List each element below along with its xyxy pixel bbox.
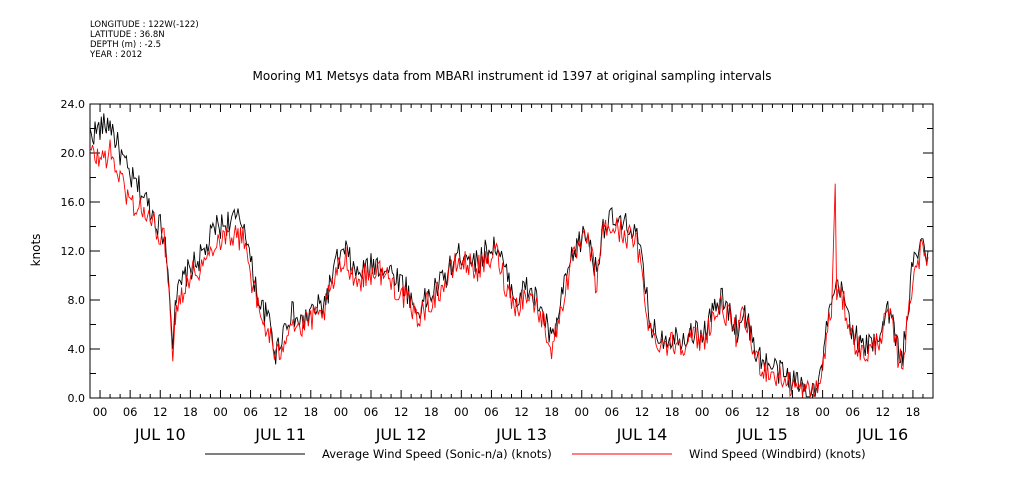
y-tick-label: 0.0 bbox=[68, 392, 86, 405]
axes: 0.0 4.0 8.0 12.0 16.0 20.0 24.0 00 06 12 18 00 06 12 1… bbox=[61, 98, 934, 444]
series-line-sonic bbox=[89, 113, 929, 398]
x-tick-label: 18 bbox=[785, 405, 800, 419]
x-tick-label: 12 bbox=[876, 405, 891, 419]
y-axis-label: knots bbox=[29, 234, 43, 267]
x-tick-label: 12 bbox=[635, 405, 650, 419]
latitude-text: LATITUDE : 36.8N bbox=[90, 30, 165, 40]
x-tick-label: 06 bbox=[845, 405, 860, 419]
x-tick-label: 06 bbox=[364, 405, 379, 419]
x-tick-label: 12 bbox=[153, 405, 168, 419]
x-tick-label: 00 bbox=[213, 405, 228, 419]
x-tick-label: 00 bbox=[454, 405, 469, 419]
x-tick-label: 18 bbox=[665, 405, 680, 419]
x-tick-label: 18 bbox=[303, 405, 318, 419]
y-tick-label: 8.0 bbox=[68, 294, 86, 307]
metadata-block: LONGITUDE : 122W(-122) LATITUDE : 36.8N … bbox=[90, 20, 199, 60]
day-label: JUL 14 bbox=[616, 425, 668, 444]
legend-label-windbird: Wind Speed (Windbird) (knots) bbox=[689, 447, 866, 461]
x-tick-label: 12 bbox=[273, 405, 288, 419]
x-tick-label: 12 bbox=[755, 405, 770, 419]
x-tick-label: 06 bbox=[725, 405, 740, 419]
longitude-text: LONGITUDE : 122W(-122) bbox=[90, 20, 199, 30]
day-label: JUL 10 bbox=[134, 425, 186, 444]
x-tick-label: 18 bbox=[183, 405, 198, 419]
x-tick-label: 00 bbox=[334, 405, 349, 419]
series-line-windbird bbox=[89, 139, 929, 398]
x-tick-label: 18 bbox=[544, 405, 559, 419]
year-text: YEAR : 2012 bbox=[90, 50, 143, 60]
x-tick-label: 00 bbox=[695, 405, 710, 419]
x-tick-label: 06 bbox=[605, 405, 620, 419]
x-tick-label: 00 bbox=[93, 405, 108, 419]
y-tick-label: 12.0 bbox=[61, 245, 86, 258]
x-tick-label: 06 bbox=[484, 405, 499, 419]
legend-label-sonic: Average Wind Speed (Sonic-n/a) (knots) bbox=[322, 447, 552, 461]
x-tick-label: 00 bbox=[574, 405, 589, 419]
legend: Average Wind Speed (Sonic-n/a) (knots) W… bbox=[205, 447, 866, 461]
y-tick-label: 4.0 bbox=[68, 343, 86, 356]
depth-text: DEPTH (m) : -2.5 bbox=[90, 40, 162, 50]
day-label: JUL 11 bbox=[254, 425, 306, 444]
x-tick-label: 06 bbox=[243, 405, 258, 419]
series-layer bbox=[89, 113, 929, 398]
x-tick-label: 00 bbox=[815, 405, 830, 419]
day-label: JUL 13 bbox=[495, 425, 547, 444]
day-label: JUL 12 bbox=[375, 425, 427, 444]
chart-title: Mooring M1 Metsys data from MBARI instru… bbox=[253, 69, 772, 83]
plot-frame bbox=[89, 103, 934, 399]
y-tick-label: 24.0 bbox=[61, 98, 86, 111]
x-tick-label: 06 bbox=[123, 405, 138, 419]
day-label: JUL 16 bbox=[856, 425, 908, 444]
x-tick-label: 18 bbox=[424, 405, 439, 419]
x-tick-label: 18 bbox=[906, 405, 921, 419]
x-tick-label: 12 bbox=[514, 405, 529, 419]
x-tick-label: 12 bbox=[394, 405, 409, 419]
y-tick-label: 20.0 bbox=[61, 147, 86, 160]
y-tick-label: 16.0 bbox=[61, 196, 86, 209]
day-label: JUL 15 bbox=[736, 425, 788, 444]
